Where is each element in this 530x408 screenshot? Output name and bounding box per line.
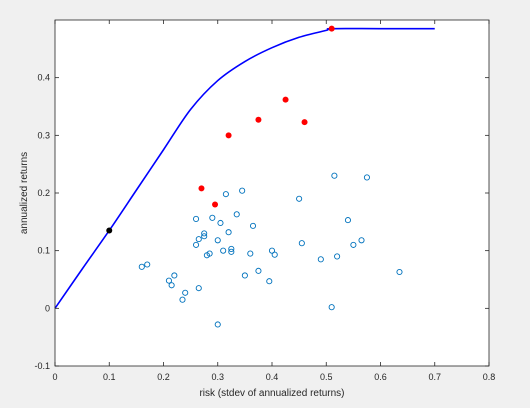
asset-point [192,241,200,248]
asset-point [350,241,357,248]
x-axis-label: risk (stdev of annualized returns) [199,388,344,399]
asset-point [195,236,202,243]
asset-point [220,247,227,254]
asset-point [255,267,262,274]
highlighted-point [212,201,219,208]
asset-point [171,272,178,279]
asset-point [214,321,221,328]
highlighted-point [282,96,289,103]
asset-point [214,237,221,244]
asset-point [233,211,240,218]
asset-point [217,219,224,227]
asset-point [182,289,189,296]
y-tick-label: 0.2 [37,188,50,198]
plot-area [55,20,489,366]
highlighted-point [225,132,232,139]
asset-point [328,304,335,311]
asset-point [271,251,278,258]
reference-layer [106,227,113,234]
x-tick-label: 0.6 [374,372,387,382]
asset-point [225,229,232,236]
x-axis-ticks: 0 0.1 0.2 0.3 0.4 0.5 0.6 0.7 0.8 [52,20,495,382]
asset-point [201,233,208,240]
y-tick-label: 0.4 [37,73,50,83]
y-tick-label: 0.3 [37,130,50,140]
asset-point [358,237,365,244]
asset-point [144,261,151,268]
asset-point [239,187,246,194]
asset-point [249,222,257,229]
asset-point [268,247,276,254]
x-tick-label: 0.3 [211,372,224,382]
y-tick-label: 0 [45,303,50,313]
asset-point [241,272,248,279]
asset-point [266,278,273,285]
x-tick-label: 0 [52,372,57,382]
asset-point [334,253,341,260]
asset-point [222,191,229,198]
x-tick-label: 0.5 [320,372,333,382]
asset-point [317,256,324,263]
asset-point [331,172,338,179]
x-tick-label: 0.2 [157,372,170,382]
asset-point [228,245,235,252]
y-axis-ticks: -0.1 0 0.1 0.2 0.3 0.4 [34,73,489,371]
asset-point [209,214,216,221]
highlight-layer [198,25,335,208]
asset-point [363,174,370,181]
x-tick-label: 0.1 [103,372,116,382]
asset-point [165,277,172,284]
asset-point [396,268,403,276]
asset-point [247,250,254,257]
highlighted-point [328,25,335,32]
asset-point [298,240,305,247]
assets-layer [138,172,403,328]
x-tick-label: 0.7 [428,372,441,382]
asset-point [168,282,175,289]
asset-point [195,285,202,292]
reference-point [106,227,113,234]
asset-point [192,215,200,222]
asset-point [179,296,186,303]
asset-point [138,263,145,270]
highlighted-point [301,119,308,126]
y-tick-label: 0.1 [37,246,50,256]
highlighted-point [255,116,262,123]
y-axis-label: annualized returns [19,152,30,234]
x-tick-label: 0.8 [483,372,496,382]
x-tick-label: 0.4 [266,372,279,382]
y-tick-label: -0.1 [34,361,50,371]
asset-point [201,230,208,237]
asset-point [206,250,213,257]
asset-point [228,248,235,255]
asset-point [344,217,352,224]
highlighted-point [198,185,205,192]
asset-point [296,195,303,202]
